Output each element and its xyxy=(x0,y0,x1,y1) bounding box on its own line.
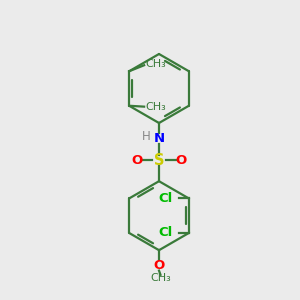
Text: CH₃: CH₃ xyxy=(146,102,167,112)
Text: O: O xyxy=(153,259,165,272)
Text: H: H xyxy=(142,130,151,143)
Text: O: O xyxy=(132,154,143,167)
Text: N: N xyxy=(153,132,165,145)
Text: CH₃: CH₃ xyxy=(150,273,171,283)
Text: O: O xyxy=(175,154,186,167)
Text: Cl: Cl xyxy=(158,192,172,205)
Text: Cl: Cl xyxy=(158,226,172,239)
Text: S: S xyxy=(154,153,164,168)
Text: CH₃: CH₃ xyxy=(146,59,167,69)
